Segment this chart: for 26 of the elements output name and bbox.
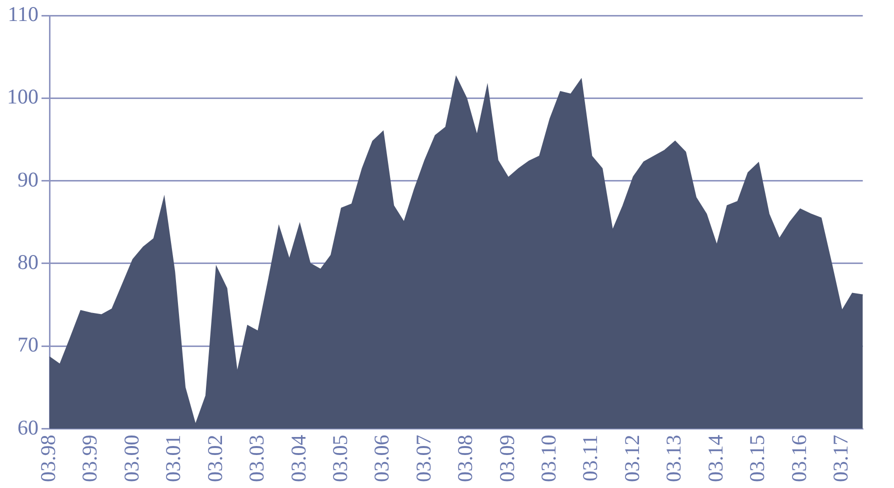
- x-tick-label: 03.10: [536, 434, 561, 482]
- y-tick-label: 60: [18, 415, 38, 440]
- x-tick-label: 03.15: [745, 434, 770, 482]
- x-tick-label: 03.01: [161, 434, 186, 482]
- y-tick-label: 80: [18, 250, 38, 274]
- x-tick-label: 03.98: [36, 434, 60, 482]
- y-tick-label: 110: [8, 2, 38, 26]
- x-tick-label: 03.08: [453, 434, 478, 482]
- x-tick-label: 03.09: [494, 434, 519, 482]
- x-tick-label: 03.16: [786, 434, 811, 482]
- x-tick-label: 03.02: [202, 434, 227, 482]
- y-tick-label: 70: [18, 332, 38, 357]
- x-tick-label: 03.99: [78, 434, 102, 482]
- x-tick-label: 03.03: [244, 434, 269, 482]
- x-tick-label: 03.13: [662, 434, 686, 482]
- y-tick-label: 90: [18, 167, 38, 192]
- x-tick-label: 03.14: [703, 434, 728, 482]
- x-tick-label: 03.04: [286, 434, 310, 482]
- x-tick-label: 03.17: [828, 434, 852, 482]
- x-tick-label: 03.07: [411, 434, 436, 482]
- x-tick-label: 03.05: [328, 434, 352, 482]
- x-tick-label: 03.11: [578, 434, 602, 482]
- x-tick-label: 03.12: [620, 434, 644, 482]
- y-tick-label: 100: [7, 84, 38, 109]
- x-tick-label: 03.00: [119, 434, 144, 482]
- x-tick-label: 03.06: [370, 434, 394, 482]
